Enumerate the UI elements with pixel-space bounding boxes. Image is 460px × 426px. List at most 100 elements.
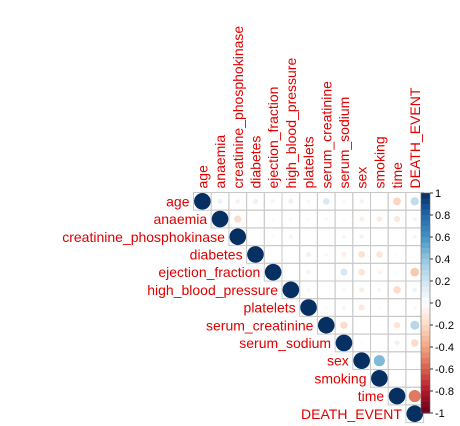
colorbar-segment (421, 242, 430, 249)
correlation-circle-creatinine_phosphokinase-time (396, 235, 398, 238)
colorbar-segment (421, 264, 430, 271)
colorbar-segment (421, 407, 430, 414)
correlation-circle-smoking-DEATH_EVENT (413, 377, 416, 380)
correlation-circle-serum_creatinine-DEATH_EVENT (410, 320, 420, 330)
correlation-circle-platelets-time (396, 306, 398, 309)
colorbar-tick-label: 0.4 (435, 254, 450, 266)
colorbar-segment (421, 369, 430, 376)
correlation-circles (194, 193, 424, 423)
column-label-smoking: smoking (371, 136, 387, 188)
correlation-circle-anaemia-creatinine_phosphokinase (234, 215, 242, 223)
correlation-circle-creatinine_phosphokinase-serum_sodium (341, 234, 346, 239)
colorbar-segment (421, 391, 430, 398)
correlation-circle-age-serum_creatinine (322, 198, 330, 205)
correlation-circle-anaemia-time (393, 215, 401, 223)
correlation-circle-ejection_fraction-serum_sodium (340, 268, 348, 276)
colorbar-segment (421, 198, 430, 205)
colorbar-tick-label: -1 (435, 408, 445, 420)
colorbar-segment (421, 220, 430, 227)
correlation-circle-age-creatinine_phosphokinase (235, 199, 241, 204)
correlation-circle-age-time (393, 197, 401, 206)
colorbar-segment (421, 303, 430, 310)
correlation-circle-diabetes-high_blood_pressure (290, 253, 292, 256)
row-label-platelets: platelets (244, 300, 296, 316)
correlation-circle-serum_creatinine-sex (360, 324, 363, 327)
row-label-time: time (358, 388, 385, 404)
colorbar-segment (421, 286, 430, 293)
column-label-platelets: platelets (301, 136, 317, 188)
correlation-circle-anaemia-serum_sodium (342, 217, 346, 221)
correlation-circle-creatinine_phosphokinase-creatinine_phosphokinase (229, 228, 247, 246)
row-label-serum_sodium: serum_sodium (239, 335, 331, 351)
colorbar-segment (421, 259, 430, 266)
correlation-circle-ejection_fraction-high_blood_pressure (289, 270, 293, 274)
correlation-circle-high_blood_pressure-high_blood_pressure (282, 281, 300, 299)
colorbar-segment (421, 325, 430, 332)
correlation-circle-anaemia-platelets (306, 217, 311, 221)
correlation-circle-age-age (194, 193, 211, 210)
correlation-circle-diabetes-sex (358, 251, 365, 258)
correlation-circle-high_blood_pressure-time (393, 286, 401, 294)
correlation-circle-serum_sodium-DEATH_EVENT (411, 339, 419, 347)
row-label-age: age (166, 193, 190, 209)
column-label-serum_sodium: serum_sodium (336, 97, 352, 189)
correlation-circle-creatinine_phosphokinase-diabetes (254, 235, 257, 238)
colorbar-segment (421, 314, 430, 321)
correlation-circle-ejection_fraction-smoking (377, 269, 382, 275)
colorbar-segment (421, 330, 430, 337)
correlation-circle-time-time (388, 387, 406, 405)
correlation-circle-creatinine_phosphokinase-sex (359, 234, 364, 240)
colorbar-segment (421, 374, 430, 381)
correlation-circle-ejection_fraction-serum_creatinine (325, 271, 328, 273)
row-label-ejection_fraction: ejection_fraction (158, 264, 260, 280)
correlation-circle-serum_creatinine-smoking (377, 323, 381, 327)
colorbar-segment (421, 237, 430, 244)
correlation-circle-diabetes-diabetes (247, 246, 264, 263)
correlation-circle-age-DEATH_EVENT (410, 197, 419, 206)
correlation-circle-diabetes-platelets (306, 251, 312, 257)
correlation-circle-diabetes-time (395, 253, 399, 256)
colorbar-tick-label: 0 (435, 298, 441, 310)
correlation-circle-platelets-DEATH_EVENT (412, 305, 417, 310)
colorbar-segment (421, 352, 430, 359)
row-label-diabetes: diabetes (190, 246, 243, 262)
correlation-circle-anaemia-sex (359, 216, 365, 222)
correlation-circle-ejection_fraction-platelets (306, 269, 311, 275)
correlation-circle-diabetes-serum_creatinine (324, 252, 329, 257)
correlation-circle-serum_creatinine-serum_creatinine (317, 316, 335, 334)
colorbar-segment (421, 275, 430, 282)
correlation-circle-platelets-smoking (377, 306, 381, 309)
correlation-circle-creatinine_phosphokinase-serum_creatinine (325, 235, 328, 238)
row-label-smoking: smoking (314, 370, 366, 386)
colorbar-segment (421, 297, 430, 304)
colorbar-segment (421, 363, 430, 370)
correlation-circle-time-DEATH_EVENT (408, 389, 421, 403)
colorbar-segment (421, 319, 430, 326)
colorbar-segment (421, 341, 430, 348)
colorbar-tick-label: -0.4 (435, 342, 454, 354)
colorbar-segment (421, 402, 430, 409)
correlation-circle-anaemia-DEATH_EVENT (412, 216, 417, 222)
correlation-circle-anaemia-ejection_fraction (271, 217, 275, 221)
colorbar-segment (421, 193, 430, 200)
colorbar-segment (421, 209, 430, 216)
correlation-circle-serum_creatinine-time (393, 322, 401, 329)
correlation-circle-creatinine_phosphokinase-platelets (307, 235, 310, 238)
correlation-circle-high_blood_pressure-DEATH_EVENT (412, 287, 418, 293)
correlation-circle-serum_sodium-serum_sodium (335, 334, 353, 352)
correlation-circle-anaemia-smoking (376, 216, 383, 222)
colorbar-segment (421, 270, 430, 277)
correlation-circle-DEATH_EVENT-DEATH_EVENT (406, 405, 424, 423)
grid-cell (405, 404, 425, 424)
correlation-circle-high_blood_pressure-sex (359, 287, 365, 293)
row-label-high_blood_pressure: high_blood_pressure (147, 282, 278, 298)
colorbar-tick-label: 0.6 (435, 232, 450, 244)
correlation-circle-high_blood_pressure-smoking (377, 287, 382, 292)
correlation-circle-serum_sodium-time (394, 340, 400, 346)
correlation-circle-sex-smoking (373, 355, 385, 367)
row-label-creatinine_phosphokinase: creatinine_phosphokinase (62, 229, 225, 245)
correlation-circle-high_blood_pressure-serum_sodium (342, 288, 346, 292)
column-label-time: time (389, 162, 405, 189)
correlation-circle-serum_sodium-smoking (378, 342, 380, 344)
correlation-circle-sex-DEATH_EVENT (414, 360, 416, 362)
